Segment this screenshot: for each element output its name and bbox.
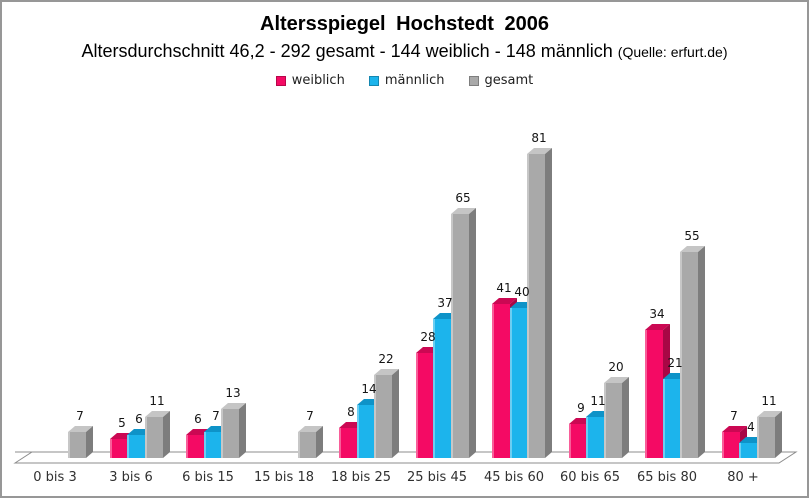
- category-label-65-bis-80: 65 bis 80: [637, 470, 697, 485]
- bar-gesamt-3-bis-6: [145, 417, 163, 458]
- value-label-gesamt-3-bis-6: 11: [149, 394, 165, 408]
- legend-item-weiblich: weiblich: [275, 73, 345, 88]
- value-label-weiblich-18-bis-25: 8: [347, 405, 355, 419]
- value-label-weiblich-80: 7: [730, 409, 738, 423]
- value-label-gesamt-15-bis-18: 7: [306, 409, 314, 423]
- value-label-weiblich-45-bis-60: 41: [496, 281, 512, 295]
- value-label-gesamt-0-bis-3: 7: [76, 409, 84, 423]
- bar-weiblich-80: [722, 432, 740, 458]
- value-label-männlich-3-bis-6: 6: [135, 412, 143, 426]
- category-label-15-bis-18: 15 bis 18: [254, 470, 314, 485]
- value-label-weiblich-60-bis-65: 9: [577, 401, 585, 415]
- bar-side-gesamt-25-bis-45: [469, 208, 476, 458]
- value-label-weiblich-6-bis-15: 6: [194, 412, 202, 426]
- bar-weiblich-18-bis-25: [339, 428, 357, 458]
- value-label-gesamt-6-bis-15: 13: [225, 386, 241, 400]
- value-label-gesamt-80: 11: [761, 394, 777, 408]
- value-label-männlich-6-bis-15: 7: [212, 409, 220, 423]
- value-label-männlich-80: 4: [747, 420, 755, 434]
- category-label-3-bis-6: 3 bis 6: [109, 470, 153, 485]
- chart-legend: weiblich männlich gesamt: [2, 73, 807, 88]
- value-label-gesamt-25-bis-45: 65: [455, 191, 471, 205]
- value-label-weiblich-25-bis-45: 28: [420, 330, 436, 344]
- bar-gesamt-0-bis-3: [68, 432, 86, 458]
- value-label-männlich-45-bis-60: 40: [514, 285, 530, 299]
- category-label-45-bis-60: 45 bis 60: [484, 470, 544, 485]
- legend-swatch-gesamt-icon: [468, 75, 479, 86]
- bar-gesamt-18-bis-25: [374, 375, 392, 458]
- category-label-80: 80 +: [727, 470, 759, 485]
- category-label-25-bis-45: 25 bis 45: [407, 470, 467, 485]
- bar-weiblich-3-bis-6: [110, 439, 128, 458]
- legend-item-gesamt: gesamt: [468, 73, 534, 88]
- bar-männlich-60-bis-65: [586, 417, 604, 458]
- value-label-gesamt-65-bis-80: 55: [684, 229, 700, 243]
- bar-gesamt-15-bis-18: [298, 432, 316, 458]
- value-label-männlich-65-bis-80: 21: [667, 356, 683, 370]
- bar-männlich-45-bis-60: [510, 308, 528, 458]
- bar-weiblich-25-bis-45: [416, 353, 434, 458]
- legend-label-gesamt: gesamt: [484, 73, 534, 88]
- value-label-gesamt-45-bis-60: 81: [531, 131, 547, 145]
- chart-floor-outline: [13, 451, 798, 464]
- source-note: (Quelle: erfurt.de): [617, 44, 728, 60]
- bar-side-gesamt-18-bis-25: [392, 369, 399, 458]
- bar-gesamt-60-bis-65: [604, 383, 622, 458]
- bar-männlich-80: [739, 443, 757, 458]
- category-label-6-bis-15: 6 bis 15: [182, 470, 234, 485]
- bar-side-gesamt-65-bis-80: [698, 246, 705, 458]
- bar-side-gesamt-3-bis-6: [163, 411, 170, 458]
- category-label-60-bis-65: 60 bis 65: [560, 470, 620, 485]
- bar-gesamt-65-bis-80: [680, 252, 698, 458]
- value-label-gesamt-60-bis-65: 20: [608, 360, 624, 374]
- category-label-0-bis-3: 0 bis 3: [33, 470, 77, 485]
- value-label-weiblich-65-bis-80: 34: [649, 307, 665, 321]
- legend-label-weiblich: weiblich: [291, 73, 345, 88]
- value-label-männlich-60-bis-65: 11: [590, 394, 606, 408]
- value-label-männlich-18-bis-25: 14: [361, 382, 377, 396]
- bar-side-gesamt-80: [775, 411, 782, 458]
- legend-item-maennlich: männlich: [368, 73, 445, 88]
- category-label-18-bis-25: 18 bis 25: [331, 470, 391, 485]
- legend-label-maennlich: männlich: [384, 73, 445, 88]
- bar-weiblich-45-bis-60: [492, 304, 510, 458]
- bar-gesamt-45-bis-60: [527, 154, 545, 458]
- value-label-gesamt-18-bis-25: 22: [378, 352, 394, 366]
- bar-männlich-65-bis-80: [663, 379, 681, 458]
- bar-gesamt-25-bis-45: [451, 214, 469, 458]
- bar-weiblich-6-bis-15: [186, 435, 204, 458]
- chart-subtitle: Altersdurchschnitt 46,2 - 292 gesamt - 1…: [2, 41, 807, 62]
- bar-side-gesamt-6-bis-15: [239, 403, 246, 458]
- chart-subtitle-text: Altersdurchschnitt 46,2 - 292 gesamt - 1…: [81, 41, 613, 61]
- bar-weiblich-60-bis-65: [569, 424, 587, 458]
- chart-title: Altersspiegel Hochstedt 2006: [260, 13, 549, 35]
- legend-swatch-weiblich-icon: [275, 75, 286, 86]
- chart-header: Altersspiegel Hochstedt 2006 Altersdurch…: [2, 2, 807, 88]
- value-label-weiblich-3-bis-6: 5: [118, 416, 126, 430]
- value-label-männlich-25-bis-45: 37: [437, 296, 453, 310]
- bar-männlich-25-bis-45: [433, 319, 451, 458]
- bar-männlich-18-bis-25: [357, 405, 375, 458]
- bar-side-gesamt-45-bis-60: [545, 148, 552, 458]
- bar-weiblich-65-bis-80: [645, 330, 663, 458]
- bar-side-gesamt-60-bis-65: [622, 377, 629, 458]
- legend-swatch-maennlich-icon: [368, 75, 379, 86]
- bar-männlich-6-bis-15: [204, 432, 222, 458]
- bar-männlich-3-bis-6: [127, 435, 145, 458]
- bar-gesamt-80: [757, 417, 775, 458]
- bar-gesamt-6-bis-15: [221, 409, 239, 458]
